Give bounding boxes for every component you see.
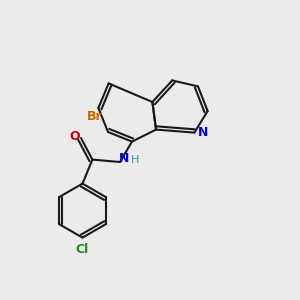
- Text: O: O: [69, 130, 80, 143]
- Text: N: N: [198, 126, 208, 139]
- Text: N: N: [118, 152, 129, 165]
- Text: H: H: [131, 155, 139, 165]
- Text: Cl: Cl: [76, 243, 89, 256]
- Text: Br: Br: [87, 110, 103, 123]
